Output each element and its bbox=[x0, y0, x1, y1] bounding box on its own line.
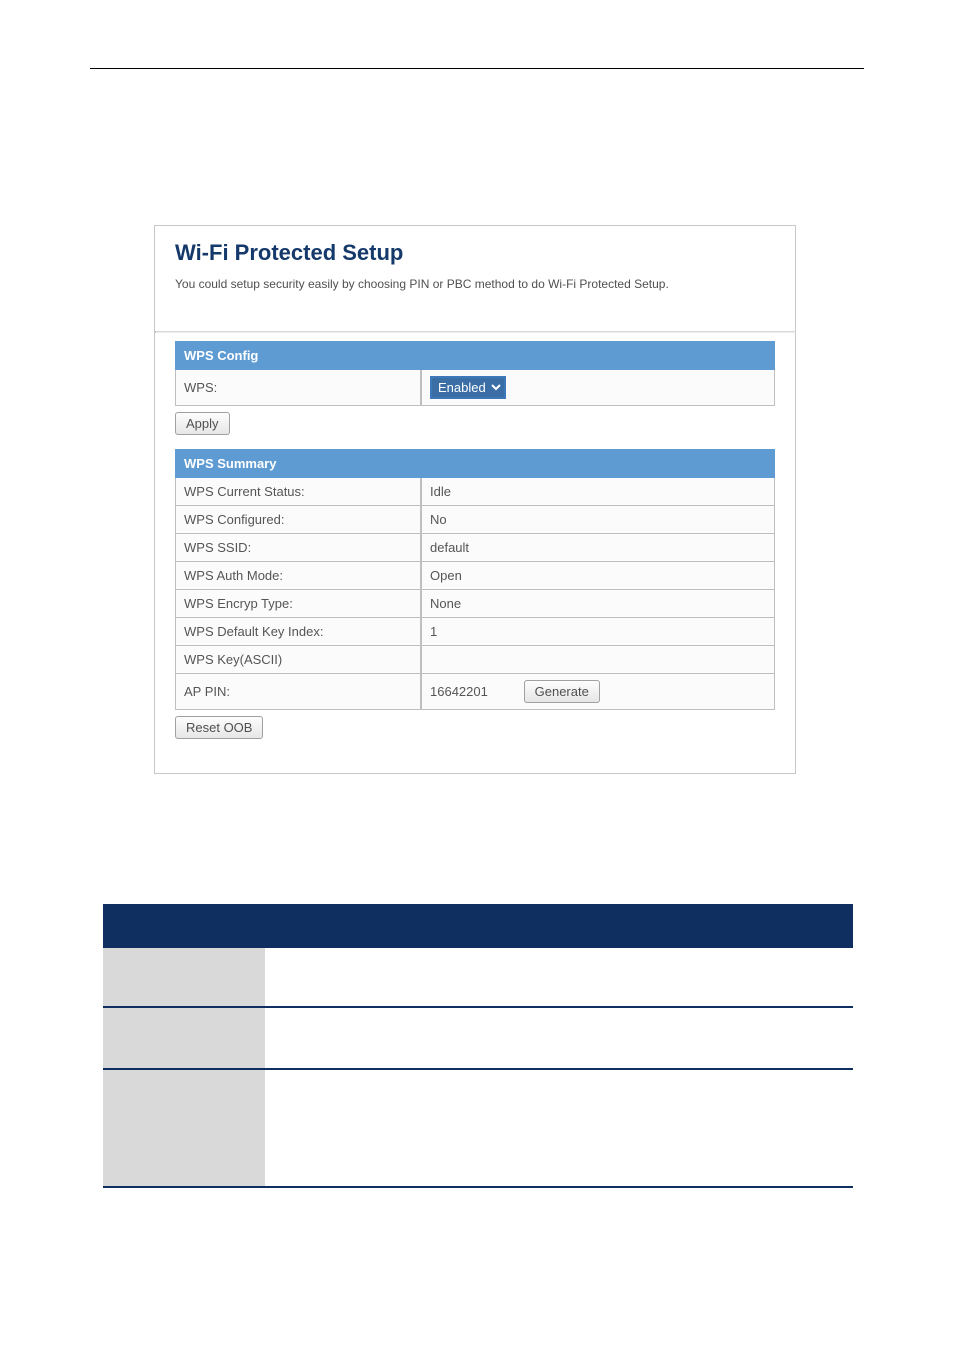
table-row: WPS Auth Mode: Open bbox=[175, 562, 775, 590]
table-row: WPS Encryp Type: None bbox=[175, 590, 775, 618]
apply-button[interactable]: Apply bbox=[175, 412, 230, 435]
wps-ssid-label: WPS SSID: bbox=[175, 534, 421, 562]
page-title: Wi-Fi Protected Setup bbox=[175, 240, 775, 266]
wps-default-key-label: WPS Default Key Index: bbox=[175, 618, 421, 646]
wps-auth-mode-value: Open bbox=[421, 562, 775, 590]
wps-configured-value: No bbox=[421, 506, 775, 534]
wps-auth-mode-label: WPS Auth Mode: bbox=[175, 562, 421, 590]
table-row: WPS Key(ASCII) bbox=[175, 646, 775, 674]
wps-ssid-value: default bbox=[421, 534, 775, 562]
definition-param-cell bbox=[103, 1069, 265, 1187]
definition-header-param bbox=[103, 904, 265, 948]
definition-header-row bbox=[103, 904, 853, 948]
wps-summary-header: WPS Summary bbox=[175, 449, 775, 478]
table-row: WPS SSID: default bbox=[175, 534, 775, 562]
definition-row bbox=[103, 1069, 853, 1187]
definition-table bbox=[103, 904, 853, 1188]
definition-header-desc bbox=[265, 904, 853, 948]
reset-row: Reset OOB bbox=[175, 710, 775, 747]
wps-encryp-type-label: WPS Encryp Type: bbox=[175, 590, 421, 618]
wps-sections: WPS Config WPS: Enabled Apply bbox=[155, 333, 795, 773]
generate-button[interactable]: Generate bbox=[524, 680, 600, 703]
wps-label: WPS: bbox=[175, 370, 421, 406]
wps-default-key-value: 1 bbox=[421, 618, 775, 646]
definition-param-cell bbox=[103, 1007, 265, 1069]
wps-encryp-type-value: None bbox=[421, 590, 775, 618]
wps-current-status-label: WPS Current Status: bbox=[175, 478, 421, 506]
definition-row bbox=[103, 948, 853, 1007]
wps-config-header: WPS Config bbox=[175, 341, 775, 370]
wps-key-ascii-value bbox=[421, 646, 775, 674]
ap-pin-cell: 16642201 Generate bbox=[421, 674, 775, 710]
definition-desc-cell bbox=[265, 948, 853, 1007]
definition-row bbox=[103, 1007, 853, 1069]
wps-select[interactable]: Enabled bbox=[430, 376, 506, 399]
definition-param-cell bbox=[103, 948, 265, 1007]
table-row: WPS Configured: No bbox=[175, 506, 775, 534]
top-horizontal-rule bbox=[90, 68, 864, 69]
wps-summary-header-row: WPS Summary bbox=[175, 449, 775, 478]
wps-configured-label: WPS Configured: bbox=[175, 506, 421, 534]
wps-config-table: WPS Config WPS: Enabled Apply bbox=[175, 341, 775, 443]
ap-pin-value: 16642201 bbox=[430, 684, 520, 699]
wps-current-status-value: Idle bbox=[421, 478, 775, 506]
wps-config-header-row: WPS Config bbox=[175, 341, 775, 370]
table-row: WPS Default Key Index: 1 bbox=[175, 618, 775, 646]
wps-panel-header-area: Wi-Fi Protected Setup You could setup se… bbox=[155, 226, 795, 331]
definition-desc-cell bbox=[265, 1069, 853, 1187]
table-row: AP PIN: 16642201 Generate bbox=[175, 674, 775, 710]
page-description: You could setup security easily by choos… bbox=[175, 276, 775, 293]
wps-summary-table: WPS Summary WPS Current Status: Idle WPS… bbox=[175, 449, 775, 747]
table-row: WPS Current Status: Idle bbox=[175, 478, 775, 506]
definition-desc-cell bbox=[265, 1007, 853, 1069]
wps-enable-row: WPS: Enabled bbox=[175, 370, 775, 406]
apply-row: Apply bbox=[175, 406, 775, 443]
wps-key-ascii-label: WPS Key(ASCII) bbox=[175, 646, 421, 674]
wps-panel: Wi-Fi Protected Setup You could setup se… bbox=[154, 225, 796, 774]
reset-oob-button[interactable]: Reset OOB bbox=[175, 716, 263, 739]
wps-value-cell: Enabled bbox=[421, 370, 775, 406]
ap-pin-label: AP PIN: bbox=[175, 674, 421, 710]
